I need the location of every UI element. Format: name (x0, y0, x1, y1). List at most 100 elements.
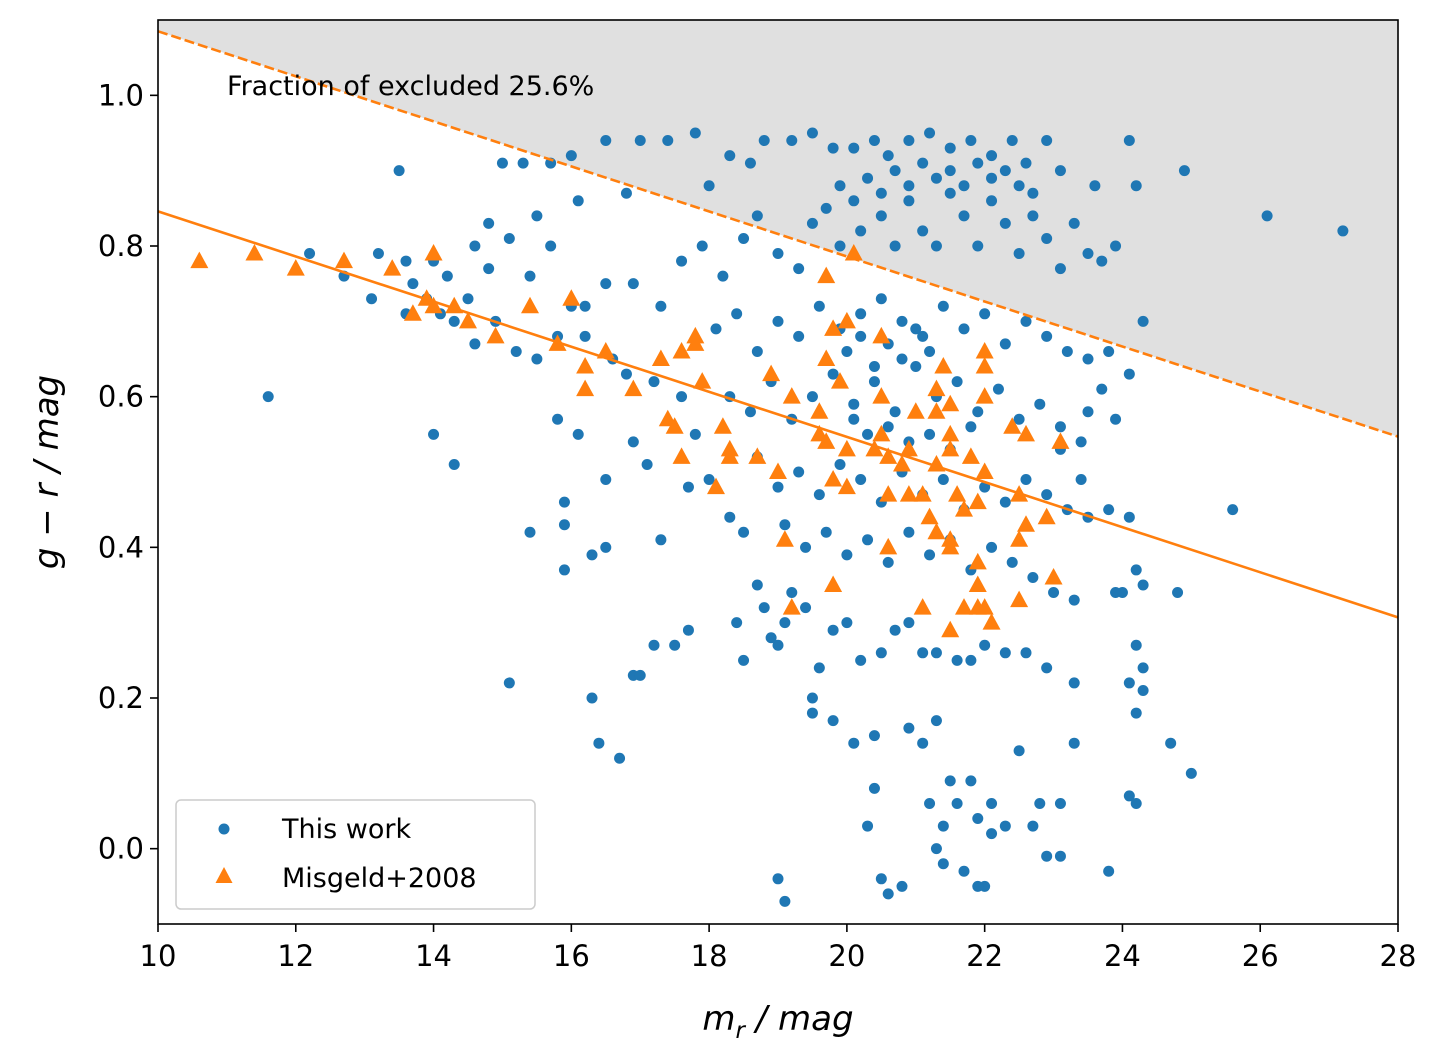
data-triangle (831, 372, 849, 389)
data-triangle (872, 424, 891, 442)
data-point (834, 458, 846, 470)
data-point (669, 639, 681, 651)
data-triangle (968, 552, 987, 570)
data-point (848, 737, 860, 749)
data-point (827, 368, 839, 380)
data-point (1137, 579, 1149, 591)
data-point (738, 654, 750, 666)
data-point (1123, 368, 1135, 380)
data-point (924, 428, 936, 440)
x-tick-label: 26 (1242, 939, 1279, 973)
y-tick-label: 0.0 (98, 832, 144, 866)
data-point (1020, 647, 1032, 659)
data-triangle (762, 364, 781, 382)
data-point (986, 195, 998, 207)
data-point (827, 624, 839, 636)
data-point (986, 797, 998, 809)
data-triangle (941, 537, 960, 555)
data-point (1082, 353, 1094, 365)
x-axis-ticks: 10 12 14 16 18 20 22 24 26 28 (140, 924, 1416, 973)
data-point (483, 217, 495, 229)
data-point (882, 556, 894, 568)
data-point (1027, 187, 1039, 199)
data-point (779, 617, 791, 629)
data-triangle (1044, 567, 1063, 585)
data-point (1110, 240, 1122, 252)
data-triangle (1010, 530, 1029, 547)
data-point (800, 541, 812, 553)
data-point (930, 240, 942, 252)
x-axis-label-rest: / mag (745, 999, 854, 1039)
data-point (696, 240, 708, 252)
data-triangle (961, 447, 980, 464)
y-tick-label: 0.2 (98, 681, 144, 715)
data-point (731, 308, 743, 320)
data-point (972, 406, 984, 418)
data-point (758, 135, 770, 147)
data-triangle (837, 477, 856, 495)
plot-frame (157, 19, 1399, 925)
data-point (979, 308, 991, 320)
data-point (634, 669, 646, 681)
data-triangle (576, 379, 595, 397)
data-point (813, 489, 825, 501)
data-point (1123, 511, 1135, 523)
data-point (1137, 662, 1149, 674)
data-triangle (782, 598, 801, 615)
data-point (965, 775, 977, 787)
excluded-region (158, 20, 1398, 437)
data-point (999, 165, 1011, 177)
data-triangle (672, 341, 691, 359)
data-point (1006, 556, 1018, 568)
data-point (848, 413, 860, 425)
data-point (917, 330, 929, 342)
data-point (1068, 594, 1080, 606)
data-triangle (424, 296, 443, 314)
data-point (586, 549, 598, 561)
data-point (1082, 406, 1094, 418)
data-point (531, 353, 543, 365)
data-point (682, 624, 694, 636)
data-triangle (927, 402, 946, 419)
data-point (524, 526, 536, 538)
excluded-area (158, 20, 1398, 437)
data-point (841, 549, 853, 561)
data-point (1061, 345, 1073, 357)
data-triangle (941, 439, 960, 457)
data-point (862, 172, 874, 184)
data-point (868, 376, 880, 388)
data-triangle (913, 485, 932, 502)
data-point (986, 828, 998, 840)
data-point (1103, 865, 1115, 877)
data-point (930, 647, 942, 659)
data-point (924, 127, 936, 139)
data-point (779, 895, 791, 907)
data-point (1027, 571, 1039, 583)
data-point (806, 391, 818, 403)
data-triangle (286, 259, 305, 276)
data-point (924, 797, 936, 809)
x-tick-label: 22 (966, 939, 1003, 973)
data-point (965, 421, 977, 433)
data-point (965, 654, 977, 666)
data-point (965, 135, 977, 147)
data-point (600, 474, 612, 486)
data-point (772, 481, 784, 493)
data-triangle (1003, 417, 1022, 434)
data-triangle (748, 447, 767, 464)
data-point (875, 873, 887, 885)
data-point (1013, 745, 1025, 757)
data-point (1137, 684, 1149, 696)
data-triangle (817, 266, 836, 284)
data-point (806, 707, 818, 719)
data-point (620, 368, 632, 380)
data-point (552, 413, 564, 425)
data-point (614, 752, 626, 764)
data-point (579, 330, 591, 342)
data-point (1123, 135, 1135, 147)
data-point (868, 730, 880, 742)
data-point (772, 248, 784, 260)
data-point (937, 300, 949, 312)
data-point (572, 195, 584, 207)
